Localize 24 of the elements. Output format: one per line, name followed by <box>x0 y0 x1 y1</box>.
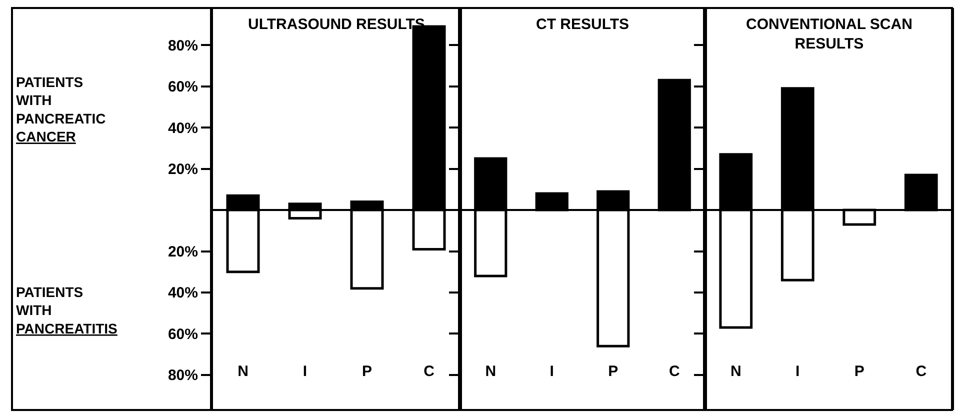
y-tick-label: 40% <box>168 284 198 302</box>
y-tick-label: 80% <box>168 367 198 384</box>
x-tick-label: N <box>730 363 742 380</box>
x-tick-label: N <box>238 363 248 380</box>
text: CONVENTIONAL SCAN RESULTS <box>746 16 912 52</box>
text: PATIENTS WITH PANCREATITIS <box>16 284 118 336</box>
x-tick-label: P <box>362 363 372 380</box>
x-tick-label: I <box>550 363 554 380</box>
y-tick-label: 60% <box>168 326 198 343</box>
x-tick-label: N <box>485 363 496 380</box>
x-tick-label: C <box>668 363 680 380</box>
x-tick-label: I <box>796 363 800 380</box>
x-tick-label: P <box>608 363 618 380</box>
y-tick-label: 60% <box>168 78 198 96</box>
x-tick-label: I <box>302 363 308 380</box>
y-tick-label: 20% <box>168 244 198 261</box>
text: PATIENTS WITH PANCREATIC CANCER <box>16 74 106 145</box>
x-tick-label: C <box>916 363 927 380</box>
x-tick-label: P <box>854 363 864 380</box>
text: CT RESULTS <box>536 16 630 33</box>
x-tick-label: C <box>424 363 435 380</box>
y-tick-label: 20% <box>168 161 198 178</box>
y-tick-label: 80% <box>168 37 198 54</box>
y-tick-label: 40% <box>168 120 198 137</box>
